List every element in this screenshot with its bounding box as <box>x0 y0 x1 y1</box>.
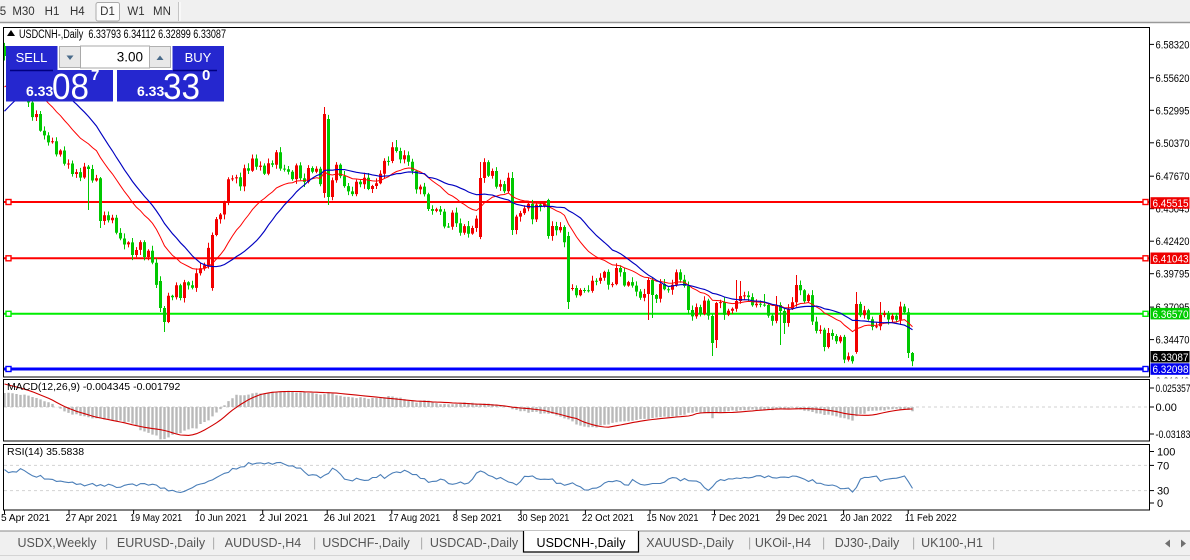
svg-text:H1: H1 <box>45 6 60 18</box>
svg-text:6.55620: 6.55620 <box>1156 73 1190 85</box>
svg-text:W1: W1 <box>127 6 144 18</box>
svg-text:0.00: 0.00 <box>1156 402 1177 414</box>
svg-text:30 Sep 2021: 30 Sep 2021 <box>517 512 569 524</box>
svg-text:M30: M30 <box>12 6 34 18</box>
svg-text:6.47670: 6.47670 <box>1156 171 1190 183</box>
svg-text:6.32098: 6.32098 <box>1153 364 1189 376</box>
svg-text:3.00: 3.00 <box>117 50 143 65</box>
svg-text:26 Jul 2021: 26 Jul 2021 <box>324 512 376 524</box>
svg-text:|: | <box>822 536 825 550</box>
svg-text:|: | <box>748 536 751 550</box>
svg-text:70: 70 <box>1157 460 1169 472</box>
svg-text:100: 100 <box>1157 447 1175 459</box>
svg-text:6.31049: 6.31049 <box>1156 376 1190 388</box>
svg-text:5: 5 <box>0 6 6 18</box>
svg-text:33: 33 <box>163 66 200 107</box>
svg-text:UK100-,H1: UK100-,H1 <box>921 536 983 550</box>
svg-text:10 Jun 2021: 10 Jun 2021 <box>195 512 247 524</box>
svg-text:RSI(14) 35.5838: RSI(14) 35.5838 <box>7 446 84 458</box>
svg-text:SELL: SELL <box>16 50 48 65</box>
svg-text:17 Aug 2021: 17 Aug 2021 <box>388 512 440 524</box>
svg-text:11 Feb 2022: 11 Feb 2022 <box>905 512 957 524</box>
svg-text:7 Dec 2021: 7 Dec 2021 <box>711 512 760 524</box>
svg-text:8 Sep 2021: 8 Sep 2021 <box>453 512 502 524</box>
svg-text:6.36570: 6.36570 <box>1153 309 1189 321</box>
svg-text:USDCNH-,Daily: USDCNH-,Daily <box>537 536 627 550</box>
svg-text:5 Apr 2021: 5 Apr 2021 <box>1 512 50 524</box>
svg-text:0: 0 <box>202 67 210 84</box>
svg-text:6.58320: 6.58320 <box>1156 39 1190 51</box>
svg-text:6.34470: 6.34470 <box>1156 335 1190 347</box>
svg-text:6.33: 6.33 <box>26 83 53 99</box>
svg-text:|: | <box>105 536 108 550</box>
svg-text:USDCHF-,Daily: USDCHF-,Daily <box>322 536 410 550</box>
svg-text:|: | <box>420 536 423 550</box>
svg-text:0.025357: 0.025357 <box>1156 383 1190 395</box>
svg-text:USDX,Weekly: USDX,Weekly <box>18 536 98 550</box>
svg-text:EURUSD-,Daily: EURUSD-,Daily <box>117 536 206 550</box>
svg-text:08: 08 <box>52 66 89 107</box>
svg-text:|: | <box>992 536 995 550</box>
svg-text:6.42420: 6.42420 <box>1156 236 1190 248</box>
svg-text:|: | <box>912 536 915 550</box>
svg-text:19 May 2021: 19 May 2021 <box>130 512 182 524</box>
svg-text:|: | <box>313 536 316 550</box>
svg-text:6.52995: 6.52995 <box>1156 105 1190 117</box>
svg-text:USDCNH-,Daily 6.33793 6.34112: USDCNH-,Daily 6.33793 6.34112 6.32899 6.… <box>19 29 226 41</box>
svg-text:29 Dec 2021: 29 Dec 2021 <box>776 512 828 524</box>
svg-text:MN: MN <box>153 6 171 18</box>
svg-text:6.33087: 6.33087 <box>1153 352 1189 364</box>
svg-text:6.41043: 6.41043 <box>1153 254 1189 266</box>
svg-text:6.39795: 6.39795 <box>1156 269 1190 281</box>
svg-text:|: | <box>212 536 215 550</box>
svg-text:AUDUSD-,H4: AUDUSD-,H4 <box>225 536 301 550</box>
svg-text:22 Oct 2021: 22 Oct 2021 <box>582 512 634 524</box>
svg-text:DJ30-,Daily: DJ30-,Daily <box>835 536 900 550</box>
svg-text:MACD(12,26,9) -0.004345 -0.001: MACD(12,26,9) -0.004345 -0.001792 <box>7 381 181 393</box>
svg-text:6.33: 6.33 <box>137 83 164 99</box>
svg-text:2 Jul 2021: 2 Jul 2021 <box>259 512 308 524</box>
svg-text:27 Apr 2021: 27 Apr 2021 <box>66 512 118 524</box>
svg-text:30: 30 <box>1157 486 1169 498</box>
svg-text:6.45515: 6.45515 <box>1153 198 1189 210</box>
svg-text:0: 0 <box>1157 498 1163 510</box>
svg-text:D1: D1 <box>100 6 115 18</box>
svg-text:20 Jan 2022: 20 Jan 2022 <box>840 512 892 524</box>
svg-text:15 Nov 2021: 15 Nov 2021 <box>647 512 699 524</box>
svg-text:UKOil-,H4: UKOil-,H4 <box>755 536 811 550</box>
svg-text:-0.03183: -0.03183 <box>1156 429 1190 441</box>
svg-text:BUY: BUY <box>185 50 212 65</box>
svg-text:XAUUSD-,Daily: XAUUSD-,Daily <box>646 536 734 550</box>
svg-text:6.50370: 6.50370 <box>1156 138 1190 150</box>
svg-text:7: 7 <box>91 67 99 84</box>
svg-text:USDCAD-,Daily: USDCAD-,Daily <box>430 536 519 550</box>
svg-text:H4: H4 <box>70 6 85 18</box>
